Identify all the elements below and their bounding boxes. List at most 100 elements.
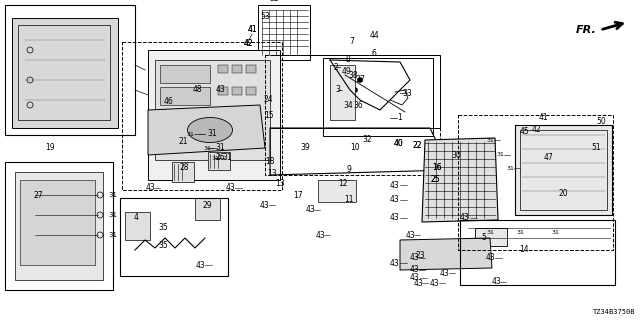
Bar	[330, 65, 355, 120]
Text: 42: 42	[243, 39, 253, 49]
Text: 35: 35	[158, 223, 168, 233]
Bar	[246, 87, 256, 95]
Text: 43: 43	[430, 278, 440, 287]
Text: 39: 39	[300, 143, 310, 153]
Bar	[246, 65, 256, 73]
Text: 38: 38	[348, 70, 358, 79]
Text: 33: 33	[402, 89, 412, 98]
Bar	[475, 228, 507, 246]
Text: 43: 43	[491, 277, 501, 286]
Polygon shape	[148, 105, 265, 155]
Text: 31: 31	[207, 130, 216, 139]
Text: 31: 31	[551, 229, 559, 235]
Text: 43: 43	[405, 230, 415, 239]
Text: 4: 4	[134, 212, 138, 221]
Text: 44: 44	[369, 30, 379, 39]
Text: 31: 31	[222, 154, 232, 163]
Text: 41: 41	[247, 26, 257, 35]
Text: 41: 41	[247, 26, 257, 35]
Bar	[160, 131, 210, 149]
Text: 18: 18	[265, 156, 275, 165]
Text: 43: 43	[390, 259, 400, 268]
Text: 22: 22	[412, 140, 422, 149]
Text: 43: 43	[390, 213, 400, 222]
Text: 30: 30	[451, 150, 461, 159]
Text: 31: 31	[203, 146, 211, 150]
Bar	[160, 109, 210, 127]
Polygon shape	[422, 138, 498, 222]
Text: 28: 28	[179, 164, 189, 172]
Bar	[172, 162, 194, 182]
Text: 45: 45	[519, 126, 529, 135]
Circle shape	[348, 68, 353, 73]
Text: 53: 53	[260, 12, 270, 21]
Text: 29: 29	[202, 201, 212, 210]
Text: 10: 10	[350, 143, 360, 153]
Text: 43: 43	[485, 253, 495, 262]
Text: 17: 17	[293, 190, 303, 199]
Text: 8: 8	[346, 54, 350, 63]
Text: 23: 23	[415, 251, 425, 260]
Text: 1: 1	[397, 114, 402, 123]
Bar	[318, 180, 356, 202]
Bar	[5, 5, 135, 135]
Text: 50: 50	[596, 117, 606, 126]
Polygon shape	[515, 125, 612, 215]
Text: 26: 26	[215, 154, 225, 163]
Bar	[265, 55, 440, 175]
Text: 24: 24	[264, 94, 274, 103]
Bar	[20, 180, 95, 265]
Text: 43: 43	[145, 183, 155, 193]
Text: 36: 36	[353, 101, 363, 110]
Bar	[258, 5, 310, 60]
Text: 43: 43	[390, 196, 400, 204]
Text: 13: 13	[275, 179, 285, 188]
Text: FR.: FR.	[576, 25, 597, 35]
Polygon shape	[148, 50, 280, 180]
Text: 11: 11	[344, 195, 354, 204]
Text: 2: 2	[333, 62, 339, 71]
Text: 51: 51	[591, 142, 601, 151]
Bar	[125, 212, 150, 240]
Text: 22: 22	[412, 140, 422, 149]
Bar	[160, 65, 210, 83]
Text: 47: 47	[543, 154, 553, 163]
Text: 16: 16	[432, 164, 442, 172]
Text: 31: 31	[108, 192, 117, 198]
Text: 40: 40	[393, 139, 403, 148]
Text: 49: 49	[341, 67, 351, 76]
Text: 43: 43	[215, 84, 225, 93]
Text: 19: 19	[45, 143, 55, 152]
Text: 43: 43	[410, 266, 420, 275]
Text: 40: 40	[393, 139, 403, 148]
Text: 5: 5	[481, 234, 486, 243]
Bar	[218, 87, 228, 95]
Text: 31: 31	[215, 143, 225, 153]
Bar	[460, 220, 615, 285]
Text: 43: 43	[460, 213, 470, 222]
Circle shape	[353, 87, 358, 92]
Text: 43: 43	[195, 260, 205, 269]
Text: 12: 12	[339, 179, 348, 188]
Text: 7: 7	[349, 37, 355, 46]
Bar	[155, 60, 270, 160]
Text: 31: 31	[186, 132, 194, 137]
Text: 20: 20	[558, 188, 568, 197]
Text: 35: 35	[158, 241, 168, 250]
Text: 31: 31	[496, 153, 504, 157]
Text: 31: 31	[211, 156, 219, 161]
Bar	[323, 58, 433, 136]
Text: 41: 41	[538, 114, 548, 123]
Text: 43: 43	[413, 278, 423, 287]
Text: 25: 25	[430, 175, 440, 185]
Bar	[232, 65, 242, 73]
Text: 9: 9	[347, 165, 351, 174]
Text: 34: 34	[343, 101, 353, 110]
Text: 13: 13	[267, 169, 277, 178]
Polygon shape	[400, 238, 492, 270]
Text: 43: 43	[410, 274, 420, 283]
Text: 42: 42	[531, 125, 541, 134]
Text: 21: 21	[179, 137, 188, 146]
Bar	[122, 42, 282, 190]
Text: 31: 31	[516, 229, 524, 235]
